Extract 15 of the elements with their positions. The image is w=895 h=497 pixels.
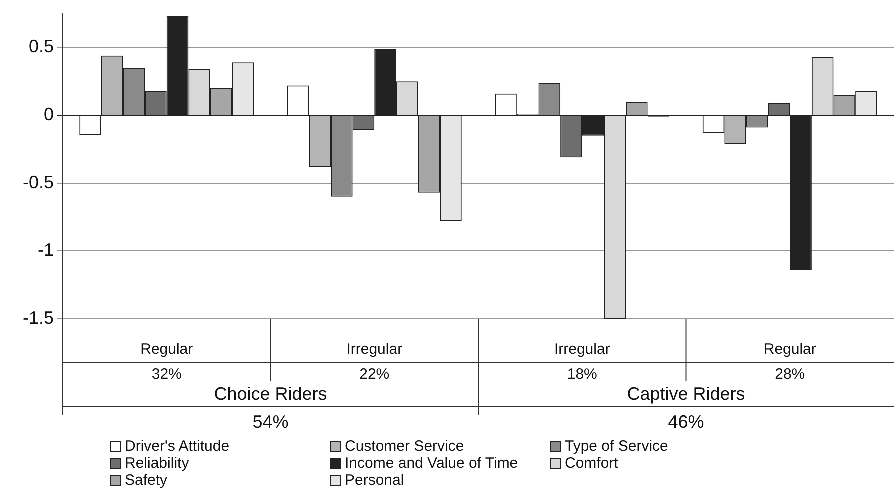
- y-tick-label: -1.5: [22, 308, 54, 328]
- y-tick-label: 0.5: [28, 36, 54, 57]
- text: 46%: [668, 412, 704, 432]
- text: 54%: [252, 412, 289, 432]
- legend-label: Comfort: [565, 455, 618, 472]
- legend-label: Personal: [345, 472, 404, 489]
- legend-label: Reliability: [125, 455, 190, 472]
- y-tick-label: -1: [38, 240, 54, 260]
- legend-label: Type of Service: [565, 438, 668, 455]
- y-tick-label: -0.5: [22, 172, 54, 192]
- legend-label: Driver's Attitude: [125, 438, 230, 455]
- legend-label: Customer Service: [345, 438, 464, 455]
- legend-label: Safety: [125, 472, 168, 489]
- y-tick-label: 0: [44, 104, 54, 124]
- legend-label: Income and Value of Time: [345, 455, 518, 472]
